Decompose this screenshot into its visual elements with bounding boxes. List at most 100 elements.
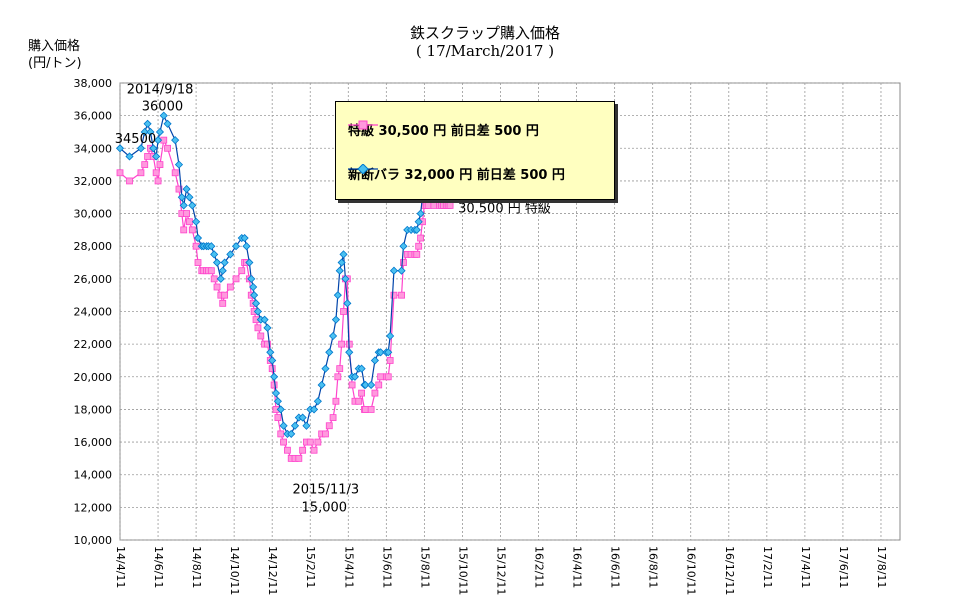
point-tokkyu (377, 373, 385, 381)
legend-label-tokkyu: 特級 30,500 円 前日差 500 円 (348, 124, 539, 139)
point-shindan-bara (251, 299, 261, 308)
point-shindan-bara (317, 380, 326, 390)
point-shindan-bara (192, 217, 201, 226)
annotation-label: 15,000 (302, 500, 348, 515)
point-shindan-bara (325, 348, 334, 357)
x-tick-label: 15/2/11 (304, 546, 317, 588)
point-shindan-bara (179, 201, 188, 210)
x-tick-label: 15/4/11 (342, 546, 355, 588)
point-shindan-bara (302, 421, 311, 430)
x-tick-label: 16/12/11 (723, 546, 736, 595)
point-shindan-bara (276, 405, 285, 414)
point-tokkyu (362, 406, 369, 413)
point-shindan-bara (386, 331, 395, 341)
point-shindan-bara (270, 372, 279, 381)
x-tick-label: 17/6/11 (837, 546, 850, 588)
point-shindan-bara (247, 274, 256, 283)
point-shindan-bara (266, 348, 275, 357)
point-shindan-bara (399, 242, 408, 251)
point-shindan-bara (249, 282, 258, 292)
point-shindan-bara (155, 127, 165, 137)
point-tokkyu (417, 234, 424, 242)
point-shindan-bara (416, 209, 425, 218)
y-tick-label: 14,000 (74, 469, 113, 482)
point-tokkyu (180, 226, 188, 234)
point-shindan-bara (253, 307, 262, 316)
point-tokkyu (154, 177, 162, 185)
point-tokkyu (164, 144, 171, 152)
y-tick-label: 24,000 (74, 306, 113, 319)
point-shindan-bara (412, 225, 421, 234)
point-shindan-bara (329, 331, 338, 341)
point-shindan-bara (220, 258, 229, 267)
point-tokkyu (221, 291, 229, 299)
point-tokkyu (171, 169, 179, 177)
x-tick-label: 14/4/11 (114, 546, 127, 588)
point-shindan-bara (298, 413, 307, 422)
x-tick-label: 14/10/11 (228, 546, 241, 595)
point-shindan-bara (384, 348, 393, 357)
point-tokkyu (446, 202, 454, 209)
x-tick-label: 16/8/11 (647, 546, 660, 588)
y-tick-label: 34,000 (74, 142, 113, 155)
point-tokkyu (348, 381, 356, 389)
point-shindan-bara (125, 152, 134, 161)
point-shindan-bara (136, 144, 145, 153)
annotation-label: 34500 (115, 132, 156, 147)
y-tick-label: 12,000 (74, 501, 113, 514)
point-shindan-bara (367, 380, 376, 390)
legend-label-shindan-bara: 新断バラ 32,000 円 前日差 500 円 (348, 168, 565, 183)
point-tokkyu (186, 218, 193, 226)
x-tick-label: 15/6/11 (380, 546, 393, 588)
point-shindan-bara (171, 136, 180, 145)
point-tokkyu (264, 340, 271, 348)
chart-subtitle: ( 17/March/2017 ) (415, 42, 555, 60)
point-tokkyu (371, 389, 379, 397)
point-shindan-bara (268, 356, 277, 365)
x-tick-label: 14/8/11 (190, 546, 203, 588)
point-tokkyu (194, 259, 202, 266)
point-tokkyu (430, 202, 438, 209)
point-tokkyu (175, 185, 183, 193)
x-tick-label: 16/10/11 (685, 546, 698, 595)
annotation-label: 2015/11/3 (293, 482, 360, 497)
point-shindan-bara (335, 266, 344, 275)
point-tokkyu (306, 438, 314, 446)
point-tokkyu (338, 340, 346, 348)
point-tokkyu (126, 177, 133, 185)
point-shindan-bara (226, 250, 235, 259)
point-shindan-bara (331, 315, 340, 324)
point-shindan-bara (341, 274, 350, 283)
point-tokkyu (156, 161, 164, 169)
point-shindan-bara (212, 258, 222, 267)
point-tokkyu (332, 397, 340, 405)
point-shindan-bara (357, 364, 366, 373)
point-tokkyu (254, 324, 262, 332)
x-tick-label: 17/2/11 (761, 546, 774, 588)
point-tokkyu (210, 275, 218, 283)
y-tick-label: 10,000 (74, 534, 113, 547)
point-shindan-bara (218, 266, 227, 275)
y-tick-label: 18,000 (74, 403, 113, 416)
point-shindan-bara (370, 356, 379, 365)
y-tick-label: 22,000 (74, 338, 113, 351)
point-tokkyu (268, 365, 276, 373)
point-tokkyu (270, 381, 278, 389)
point-tokkyu (400, 259, 407, 266)
point-shindan-bara (290, 421, 300, 430)
x-tick-label: 14/12/11 (266, 546, 279, 595)
point-shindan-bara (245, 258, 254, 267)
point-shindan-bara (260, 315, 269, 324)
x-tick-label: 17/4/11 (799, 546, 812, 588)
annotation-label: 30,500 円 特級 (458, 201, 551, 216)
point-tokkyu (386, 357, 394, 364)
point-shindan-bara (231, 242, 241, 251)
point-shindan-bara (376, 348, 385, 357)
point-shindan-bara (143, 119, 152, 128)
point-tokkyu (257, 332, 265, 340)
point-shindan-bara (339, 250, 348, 259)
point-shindan-bara (140, 127, 149, 137)
x-tick-label: 16/4/11 (571, 546, 584, 588)
point-shindan-bara (333, 291, 342, 300)
point-shindan-bara (153, 136, 163, 145)
